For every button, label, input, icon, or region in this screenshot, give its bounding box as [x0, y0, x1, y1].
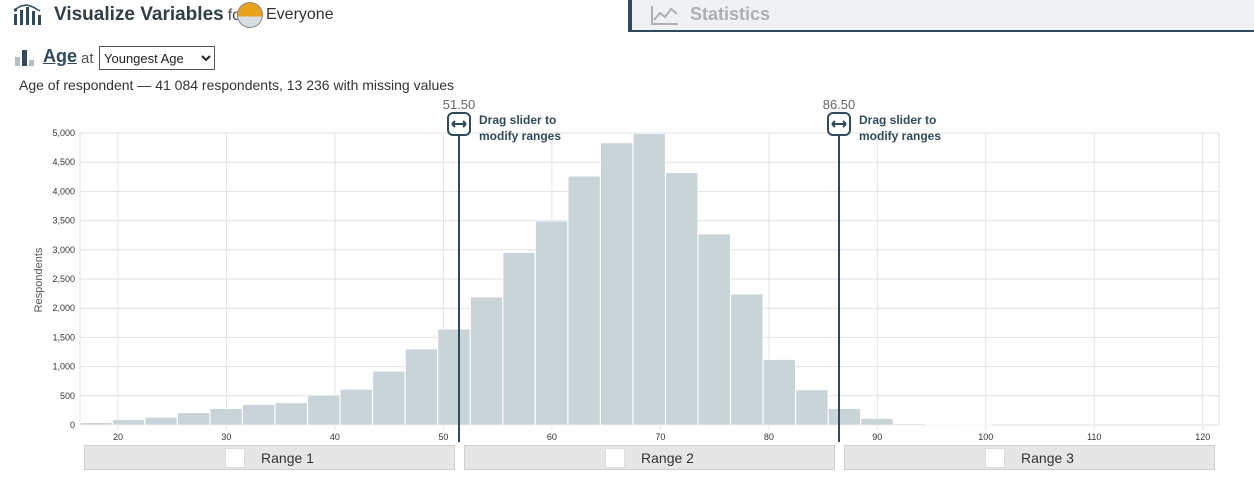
histogram-bar [567, 175, 601, 426]
range-1-checkbox[interactable] [225, 447, 246, 468]
histogram-bar [209, 408, 243, 426]
age-select[interactable]: Youngest Age [99, 46, 215, 70]
histogram-bar [177, 412, 210, 426]
histogram-bar [665, 172, 699, 426]
range-1-button[interactable]: Range 1 [84, 445, 455, 470]
histogram-chart: 0 500 1,000 1,500 2,000 2,500 3,000 3,500 4,000 4… [33, 97, 1220, 442]
histogram-bar [860, 418, 894, 426]
histogram-bar [698, 233, 731, 426]
range-2-button[interactable]: Range 2 [464, 445, 835, 470]
variable-summary: Age of respondent — 41 084 respondents, … [19, 77, 455, 93]
tab-statistics-label: Statistics [690, 4, 771, 24]
slider-2-hint-line2: modify ranges [859, 129, 941, 143]
range-3-label: Range 3 [1021, 449, 1074, 466]
range-2-checkbox[interactable] [605, 447, 626, 468]
slider-2-hint-line1: Drag slider to [859, 113, 936, 127]
y-tick-label: 3,000 [52, 245, 75, 255]
y-tick-label: 3,500 [52, 216, 75, 226]
y-tick-label: 1,500 [52, 332, 75, 342]
histogram-bar [372, 370, 406, 426]
range-slider-2[interactable]: 86.50 Drag slider to modify ranges [823, 97, 942, 442]
histogram-bar [242, 404, 275, 426]
x-tick-label: 100 [978, 432, 993, 442]
bar-chart-icon [15, 50, 34, 66]
histogram-bar [795, 389, 829, 426]
slider-2-value: 86.50 [823, 97, 856, 112]
x-tick-label: 70 [655, 432, 665, 442]
x-tick-label: 40 [330, 432, 340, 442]
slider-1-handle-icon[interactable] [447, 112, 471, 136]
x-tick-label: 80 [764, 432, 774, 442]
group-label[interactable]: Everyone [266, 6, 334, 23]
histogram-bar [274, 402, 308, 426]
app-title-text: Visualize Variables [54, 4, 224, 25]
histogram-bar [470, 296, 503, 426]
histogram-bar [502, 252, 536, 426]
y-tick-label: 0 [70, 420, 75, 430]
variable-name-link[interactable]: Age [43, 46, 78, 66]
histogram-bar [405, 348, 438, 426]
y-axis-label: Respondents [33, 247, 45, 312]
x-tick-label: 110 [1087, 432, 1101, 442]
tab-statistics[interactable]: Statistics [628, 0, 1254, 32]
slider-1-value: 51.50 [443, 97, 476, 112]
logo-icon [13, 4, 41, 25]
range-2-label: Range 2 [641, 449, 694, 466]
at-label: at [81, 50, 94, 67]
x-tick-label: 120 [1195, 432, 1210, 442]
histogram-bar [828, 408, 861, 426]
histogram-bar [535, 220, 568, 426]
range-3-button[interactable]: Range 3 [844, 445, 1215, 470]
slider-1-hint-line1: Drag slider to [479, 113, 556, 127]
histogram-bar [600, 142, 633, 426]
histogram-bar [632, 133, 666, 426]
histogram-bar [340, 389, 373, 426]
y-tick-label: 4,000 [52, 186, 75, 196]
y-tick-label: 5,000 [52, 128, 75, 138]
app-title: Visualize Variablesfor [54, 4, 246, 26]
slider-1-hint-line2: modify ranges [479, 129, 561, 143]
histogram-bar [79, 422, 113, 426]
x-tick-label: 20 [113, 432, 123, 442]
range-slider-1[interactable]: 51.50 Drag slider to modify ranges [443, 97, 562, 442]
histogram-bar [307, 394, 341, 426]
y-tick-label: 2,000 [52, 303, 75, 313]
range-1-label: Range 1 [261, 449, 314, 466]
histogram-bar [893, 423, 926, 426]
x-tick-label: 90 [872, 432, 882, 442]
histogram-bar [730, 293, 764, 426]
y-tick-label: 500 [60, 391, 75, 401]
y-tick-label: 1,000 [52, 362, 75, 372]
range-3-checkbox[interactable] [985, 447, 1006, 468]
x-tick-label: 30 [221, 432, 231, 442]
histogram-bar [763, 359, 796, 426]
y-tick-label: 2,500 [52, 274, 75, 284]
x-tick-label: 60 [547, 432, 557, 442]
line-chart-icon [651, 6, 678, 25]
x-tick-label: 50 [438, 432, 448, 442]
slider-2-handle-icon[interactable] [827, 112, 851, 136]
histogram-bar [437, 328, 471, 426]
y-tick-label: 4,500 [52, 157, 75, 167]
group-badge-icon[interactable] [237, 2, 263, 28]
histogram-bar [112, 419, 145, 426]
histogram-bar [144, 417, 178, 426]
